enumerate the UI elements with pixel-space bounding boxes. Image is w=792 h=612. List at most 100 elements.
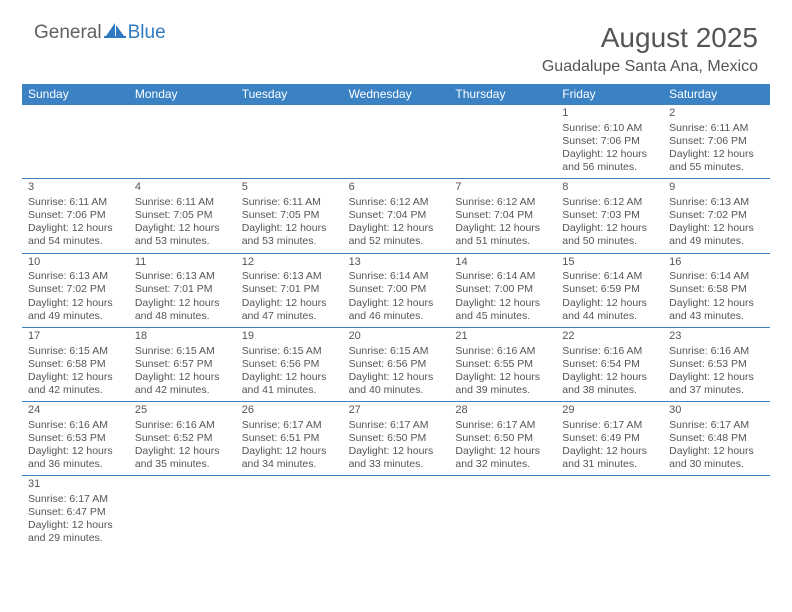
day-number: 22 bbox=[562, 330, 659, 344]
location-subtitle: Guadalupe Santa Ana, Mexico bbox=[542, 58, 758, 76]
day-cell: 14Sunrise: 6:14 AMSunset: 7:00 PMDayligh… bbox=[449, 254, 556, 327]
sunrise-text: Sunrise: 6:15 AM bbox=[349, 345, 446, 358]
sunset-text: Sunset: 6:56 PM bbox=[349, 358, 446, 371]
day-number: 2 bbox=[669, 107, 766, 121]
sunrise-text: Sunrise: 6:17 AM bbox=[669, 419, 766, 432]
sunrise-text: Sunrise: 6:12 AM bbox=[562, 196, 659, 209]
daylight-text: Daylight: 12 hours and 30 minutes. bbox=[669, 445, 766, 471]
sunset-text: Sunset: 6:53 PM bbox=[28, 432, 125, 445]
sunset-text: Sunset: 7:04 PM bbox=[455, 209, 552, 222]
daylight-text: Daylight: 12 hours and 45 minutes. bbox=[455, 297, 552, 323]
week-row: 31Sunrise: 6:17 AMSunset: 6:47 PMDayligh… bbox=[22, 476, 770, 549]
day-number: 1 bbox=[562, 107, 659, 121]
sunset-text: Sunset: 7:00 PM bbox=[455, 283, 552, 296]
daylight-text: Daylight: 12 hours and 56 minutes. bbox=[562, 148, 659, 174]
day-cell: 31Sunrise: 6:17 AMSunset: 6:47 PMDayligh… bbox=[22, 476, 129, 549]
day-number: 6 bbox=[349, 181, 446, 195]
day-cell: 25Sunrise: 6:16 AMSunset: 6:52 PMDayligh… bbox=[129, 402, 236, 475]
sunset-text: Sunset: 6:49 PM bbox=[562, 432, 659, 445]
sunset-text: Sunset: 7:06 PM bbox=[669, 135, 766, 148]
day-cell: 1Sunrise: 6:10 AMSunset: 7:06 PMDaylight… bbox=[556, 105, 663, 178]
day-number: 29 bbox=[562, 404, 659, 418]
day-cell: 5Sunrise: 6:11 AMSunset: 7:05 PMDaylight… bbox=[236, 179, 343, 252]
sunset-text: Sunset: 7:06 PM bbox=[28, 209, 125, 222]
day-number: 26 bbox=[242, 404, 339, 418]
sunrise-text: Sunrise: 6:14 AM bbox=[669, 270, 766, 283]
day-number: 16 bbox=[669, 256, 766, 270]
day-cell: 12Sunrise: 6:13 AMSunset: 7:01 PMDayligh… bbox=[236, 254, 343, 327]
day-cell: 30Sunrise: 6:17 AMSunset: 6:48 PMDayligh… bbox=[663, 402, 770, 475]
sunset-text: Sunset: 7:00 PM bbox=[349, 283, 446, 296]
sunset-text: Sunset: 6:58 PM bbox=[669, 283, 766, 296]
day-cell: 2Sunrise: 6:11 AMSunset: 7:06 PMDaylight… bbox=[663, 105, 770, 178]
day-number: 21 bbox=[455, 330, 552, 344]
daylight-text: Daylight: 12 hours and 52 minutes. bbox=[349, 222, 446, 248]
daylight-text: Daylight: 12 hours and 49 minutes. bbox=[669, 222, 766, 248]
sunrise-text: Sunrise: 6:11 AM bbox=[669, 122, 766, 135]
day-cell: 8Sunrise: 6:12 AMSunset: 7:03 PMDaylight… bbox=[556, 179, 663, 252]
sunrise-text: Sunrise: 6:15 AM bbox=[135, 345, 232, 358]
day-cell bbox=[236, 476, 343, 549]
daylight-text: Daylight: 12 hours and 42 minutes. bbox=[28, 371, 125, 397]
day-number: 11 bbox=[135, 256, 232, 270]
sunrise-text: Sunrise: 6:17 AM bbox=[28, 493, 125, 506]
day-number: 7 bbox=[455, 181, 552, 195]
day-cell: 29Sunrise: 6:17 AMSunset: 6:49 PMDayligh… bbox=[556, 402, 663, 475]
sunset-text: Sunset: 7:06 PM bbox=[562, 135, 659, 148]
sunset-text: Sunset: 6:48 PM bbox=[669, 432, 766, 445]
month-title: August 2025 bbox=[542, 22, 758, 54]
daylight-text: Daylight: 12 hours and 41 minutes. bbox=[242, 371, 339, 397]
day-number: 18 bbox=[135, 330, 232, 344]
day-number: 25 bbox=[135, 404, 232, 418]
sunrise-text: Sunrise: 6:14 AM bbox=[455, 270, 552, 283]
day-number: 20 bbox=[349, 330, 446, 344]
week-row: 17Sunrise: 6:15 AMSunset: 6:58 PMDayligh… bbox=[22, 328, 770, 402]
week-row: 1Sunrise: 6:10 AMSunset: 7:06 PMDaylight… bbox=[22, 105, 770, 179]
day-cell bbox=[129, 105, 236, 178]
day-header: Thursday bbox=[449, 84, 556, 105]
day-cell bbox=[343, 476, 450, 549]
daylight-text: Daylight: 12 hours and 53 minutes. bbox=[242, 222, 339, 248]
day-header-row: SundayMondayTuesdayWednesdayThursdayFrid… bbox=[22, 84, 770, 105]
sunrise-text: Sunrise: 6:13 AM bbox=[28, 270, 125, 283]
sunrise-text: Sunrise: 6:17 AM bbox=[455, 419, 552, 432]
day-header: Sunday bbox=[22, 84, 129, 105]
day-cell: 6Sunrise: 6:12 AMSunset: 7:04 PMDaylight… bbox=[343, 179, 450, 252]
sunrise-text: Sunrise: 6:14 AM bbox=[562, 270, 659, 283]
sunrise-text: Sunrise: 6:16 AM bbox=[455, 345, 552, 358]
day-number: 8 bbox=[562, 181, 659, 195]
week-row: 24Sunrise: 6:16 AMSunset: 6:53 PMDayligh… bbox=[22, 402, 770, 476]
calendar-grid: SundayMondayTuesdayWednesdayThursdayFrid… bbox=[22, 84, 770, 550]
sunset-text: Sunset: 7:02 PM bbox=[28, 283, 125, 296]
day-cell: 7Sunrise: 6:12 AMSunset: 7:04 PMDaylight… bbox=[449, 179, 556, 252]
sunrise-text: Sunrise: 6:16 AM bbox=[669, 345, 766, 358]
sunrise-text: Sunrise: 6:11 AM bbox=[28, 196, 125, 209]
weeks-container: 1Sunrise: 6:10 AMSunset: 7:06 PMDaylight… bbox=[22, 105, 770, 550]
sunset-text: Sunset: 6:57 PM bbox=[135, 358, 232, 371]
daylight-text: Daylight: 12 hours and 37 minutes. bbox=[669, 371, 766, 397]
day-header: Tuesday bbox=[236, 84, 343, 105]
sunrise-text: Sunrise: 6:10 AM bbox=[562, 122, 659, 135]
sunset-text: Sunset: 7:01 PM bbox=[135, 283, 232, 296]
sunset-text: Sunset: 7:05 PM bbox=[135, 209, 232, 222]
sunset-text: Sunset: 6:50 PM bbox=[349, 432, 446, 445]
day-cell: 10Sunrise: 6:13 AMSunset: 7:02 PMDayligh… bbox=[22, 254, 129, 327]
logo-sail-icon bbox=[104, 21, 126, 42]
day-cell: 17Sunrise: 6:15 AMSunset: 6:58 PMDayligh… bbox=[22, 328, 129, 401]
daylight-text: Daylight: 12 hours and 53 minutes. bbox=[135, 222, 232, 248]
day-cell: 13Sunrise: 6:14 AMSunset: 7:00 PMDayligh… bbox=[343, 254, 450, 327]
day-number: 15 bbox=[562, 256, 659, 270]
daylight-text: Daylight: 12 hours and 40 minutes. bbox=[349, 371, 446, 397]
day-cell: 18Sunrise: 6:15 AMSunset: 6:57 PMDayligh… bbox=[129, 328, 236, 401]
daylight-text: Daylight: 12 hours and 36 minutes. bbox=[28, 445, 125, 471]
logo-text-general: General bbox=[34, 22, 102, 44]
daylight-text: Daylight: 12 hours and 33 minutes. bbox=[349, 445, 446, 471]
day-cell bbox=[22, 105, 129, 178]
sunset-text: Sunset: 6:52 PM bbox=[135, 432, 232, 445]
day-number: 23 bbox=[669, 330, 766, 344]
day-cell: 24Sunrise: 6:16 AMSunset: 6:53 PMDayligh… bbox=[22, 402, 129, 475]
daylight-text: Daylight: 12 hours and 46 minutes. bbox=[349, 297, 446, 323]
logo-text-blue: Blue bbox=[128, 22, 166, 44]
daylight-text: Daylight: 12 hours and 31 minutes. bbox=[562, 445, 659, 471]
sunset-text: Sunset: 7:02 PM bbox=[669, 209, 766, 222]
